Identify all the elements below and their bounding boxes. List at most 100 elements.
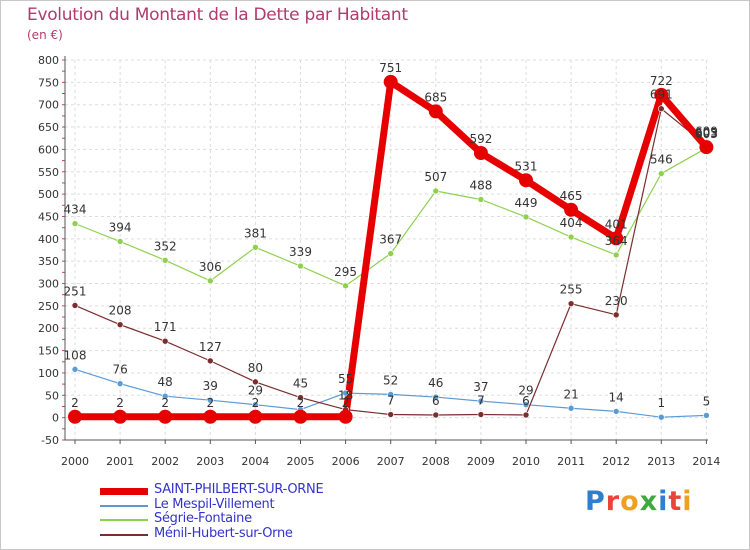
data-label: 605: [695, 126, 718, 140]
chart-title: Evolution du Montant de la Dette par Hab…: [27, 5, 408, 25]
legend-swatch: [100, 504, 148, 507]
data-point: [428, 104, 443, 119]
x-tick-label: 2009: [467, 455, 495, 468]
data-label: 609: [695, 124, 718, 138]
data-label: 21: [563, 387, 578, 401]
x-tick-label: 2008: [422, 455, 450, 468]
data-point: [161, 337, 169, 345]
data-label: 295: [334, 265, 357, 279]
x-tick-label: 2011: [557, 455, 585, 468]
data-label: 434: [64, 203, 87, 217]
data-point: [477, 196, 485, 203]
data-label: 76: [112, 363, 127, 377]
y-tick-label: 100: [38, 367, 59, 380]
y-tick-label: 200: [38, 322, 59, 335]
x-tick-label: 2002: [151, 455, 179, 468]
data-label: 352: [154, 239, 177, 253]
data-point: [522, 411, 530, 419]
data-point: [432, 393, 440, 401]
brand-letter: x: [639, 486, 659, 517]
data-label: 80: [248, 361, 263, 375]
y-tick-label: -50: [41, 434, 59, 447]
legend-swatch: [100, 519, 148, 521]
legend-swatch: [100, 487, 148, 495]
data-point: [71, 220, 79, 227]
brand-letter: P: [585, 486, 606, 517]
data-label: 7: [477, 394, 485, 408]
x-tick-label: 2000: [61, 455, 89, 468]
data-point: [207, 357, 214, 365]
data-point: [158, 409, 173, 424]
data-label: 404: [560, 216, 583, 230]
data-label: 364: [605, 234, 628, 248]
data-point: [252, 244, 259, 251]
data-label: 339: [289, 245, 312, 259]
data-label: 2: [342, 396, 350, 410]
y-tick-label: 300: [38, 278, 59, 291]
data-point: [519, 173, 533, 188]
data-point: [252, 401, 259, 408]
data-label: 127: [199, 340, 222, 354]
y-tick-label: 650: [38, 121, 59, 134]
data-point: [387, 411, 395, 418]
data-point: [71, 366, 79, 373]
data-label: 685: [424, 90, 447, 104]
data-point: [207, 396, 214, 404]
data-label: 208: [109, 304, 132, 318]
data-label: 39: [203, 379, 218, 393]
data-label: 18: [338, 389, 353, 403]
data-point: [387, 250, 395, 257]
data-label: 381: [244, 226, 267, 240]
y-tick-label: 700: [38, 99, 59, 112]
data-point: [522, 401, 530, 408]
data-label: 48: [158, 375, 173, 389]
y-tick-label: 150: [38, 345, 59, 358]
data-point: [657, 170, 665, 177]
data-label: 394: [109, 221, 132, 235]
data-point: [657, 105, 665, 113]
legend-swatch: [100, 533, 148, 536]
brand-logo: Proxiti: [585, 486, 693, 517]
data-label: 367: [379, 233, 402, 247]
data-label: 37: [473, 380, 488, 394]
data-label: 306: [199, 260, 222, 274]
y-tick-label: 600: [38, 143, 59, 156]
x-tick-label: 2014: [692, 455, 720, 468]
x-tick-label: 2010: [512, 455, 540, 468]
x-tick-label: 2001: [106, 455, 134, 468]
data-label: 55: [338, 372, 353, 386]
data-label: 52: [383, 373, 398, 387]
x-tick-label: 2013: [647, 455, 675, 468]
data-label: 2: [252, 396, 260, 410]
data-point: [432, 411, 440, 419]
data-point: [567, 233, 575, 241]
data-label: 108: [64, 348, 87, 362]
data-point: [432, 187, 440, 195]
data-label: 14: [609, 390, 624, 404]
data-point: [609, 231, 624, 246]
legend-label: Le Mespil-Villement: [154, 496, 275, 512]
data-point: [207, 277, 214, 285]
x-tick-label: 2005: [287, 455, 315, 468]
data-label: 5: [703, 394, 711, 408]
data-label: 2: [206, 396, 214, 410]
data-point: [113, 409, 128, 424]
data-point: [564, 202, 579, 217]
brand-letter: t: [668, 486, 683, 517]
data-label: 6: [432, 394, 440, 408]
data-point: [116, 380, 124, 387]
data-point: [161, 256, 169, 264]
data-label: 691: [650, 88, 673, 102]
data-label: 449: [515, 196, 538, 210]
unit-label: (en €): [27, 28, 63, 42]
data-label: 171: [154, 320, 177, 334]
data-label: 230: [605, 294, 628, 308]
data-label: 2: [297, 396, 305, 410]
x-tick-label: 2012: [602, 455, 630, 468]
data-label: 255: [560, 283, 583, 297]
data-point: [522, 213, 530, 221]
data-point: [612, 408, 620, 415]
data-label: 251: [64, 284, 87, 298]
data-label: 507: [424, 170, 447, 184]
y-tick-label: 250: [38, 300, 59, 313]
